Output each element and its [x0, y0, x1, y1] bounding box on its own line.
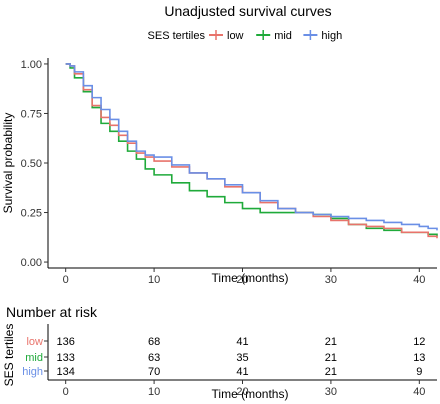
- risk-cell-low: 136: [57, 336, 75, 348]
- risk-cell-mid: 63: [148, 352, 160, 364]
- series-line-mid: [65, 63, 438, 237]
- risk-x-tick-label: 0: [63, 386, 69, 398]
- risk-cell-high: 41: [236, 366, 248, 378]
- risk-cell-mid: 35: [236, 352, 248, 364]
- risk-cell-high: 134: [57, 366, 75, 378]
- y-tick-label: 1.00: [21, 59, 42, 71]
- risk-table-x-label: Time (months): [212, 387, 289, 401]
- legend: SES tertiles low mid high: [148, 30, 342, 42]
- risk-x-tick-label: 30: [325, 386, 337, 398]
- risk-cell-high: 9: [416, 366, 422, 378]
- risk-table-y-label: SES tertiles: [2, 324, 16, 387]
- y-tick-label: 0.00: [21, 257, 42, 269]
- plot-series: [65, 63, 438, 239]
- risk-x-tick-label: 40: [413, 386, 425, 398]
- risk-cell-high: 21: [325, 366, 337, 378]
- survival-plot: Survival probability Time (months) 0.000…: [1, 58, 438, 286]
- risk-row-label-mid: mid: [25, 352, 43, 364]
- risk-x-tick-label: 20: [236, 386, 248, 398]
- x-axis-label: Time (months): [212, 271, 289, 285]
- x-tick-label: 0: [63, 274, 69, 286]
- series-line-high: [65, 63, 438, 231]
- risk-table: Number at risk SES tertiles Time (months…: [2, 304, 437, 401]
- legend-label-high: high: [321, 30, 342, 42]
- legend-title: SES tertiles: [148, 30, 206, 42]
- risk-cell-low: 21: [325, 336, 337, 348]
- y-axis-label: Survival probability: [1, 113, 15, 214]
- risk-table-cells: low 136 68 41 21 12 mid 133 63 35 21 13 high 134 70 41 2…: [22, 336, 425, 378]
- risk-cell-low: 68: [148, 336, 160, 348]
- risk-cell-high: 70: [148, 366, 160, 378]
- risk-table-title: Number at risk: [6, 304, 98, 320]
- risk-cell-mid: 133: [57, 352, 75, 364]
- x-tick-label: 10: [148, 274, 160, 286]
- risk-row-label-high: high: [22, 366, 43, 378]
- x-tick-label: 40: [413, 274, 425, 286]
- legend-label-mid: mid: [274, 30, 292, 42]
- x-tick-label: 30: [325, 274, 337, 286]
- series-line-low: [65, 63, 438, 239]
- risk-cell-mid: 13: [413, 352, 425, 364]
- risk-row-label-low: low: [26, 336, 43, 348]
- risk-cell-low: 41: [236, 336, 248, 348]
- legend-label-low: low: [227, 30, 244, 42]
- y-tick-label: 0.50: [21, 158, 42, 170]
- y-tick-label: 0.75: [21, 108, 42, 120]
- y-tick-label: 0.25: [21, 208, 42, 220]
- chart-title: Unadjusted survival curves: [164, 3, 331, 19]
- risk-x-tick-label: 10: [148, 386, 160, 398]
- risk-table-axes: 0 10 20 30 40: [47, 324, 437, 398]
- plot-axes: 0.00 0.25 0.50 0.75 1.00 0 10 20 30 40: [21, 58, 437, 286]
- x-tick-label: 20: [236, 274, 248, 286]
- risk-cell-low: 12: [413, 336, 425, 348]
- risk-cell-mid: 21: [325, 352, 337, 364]
